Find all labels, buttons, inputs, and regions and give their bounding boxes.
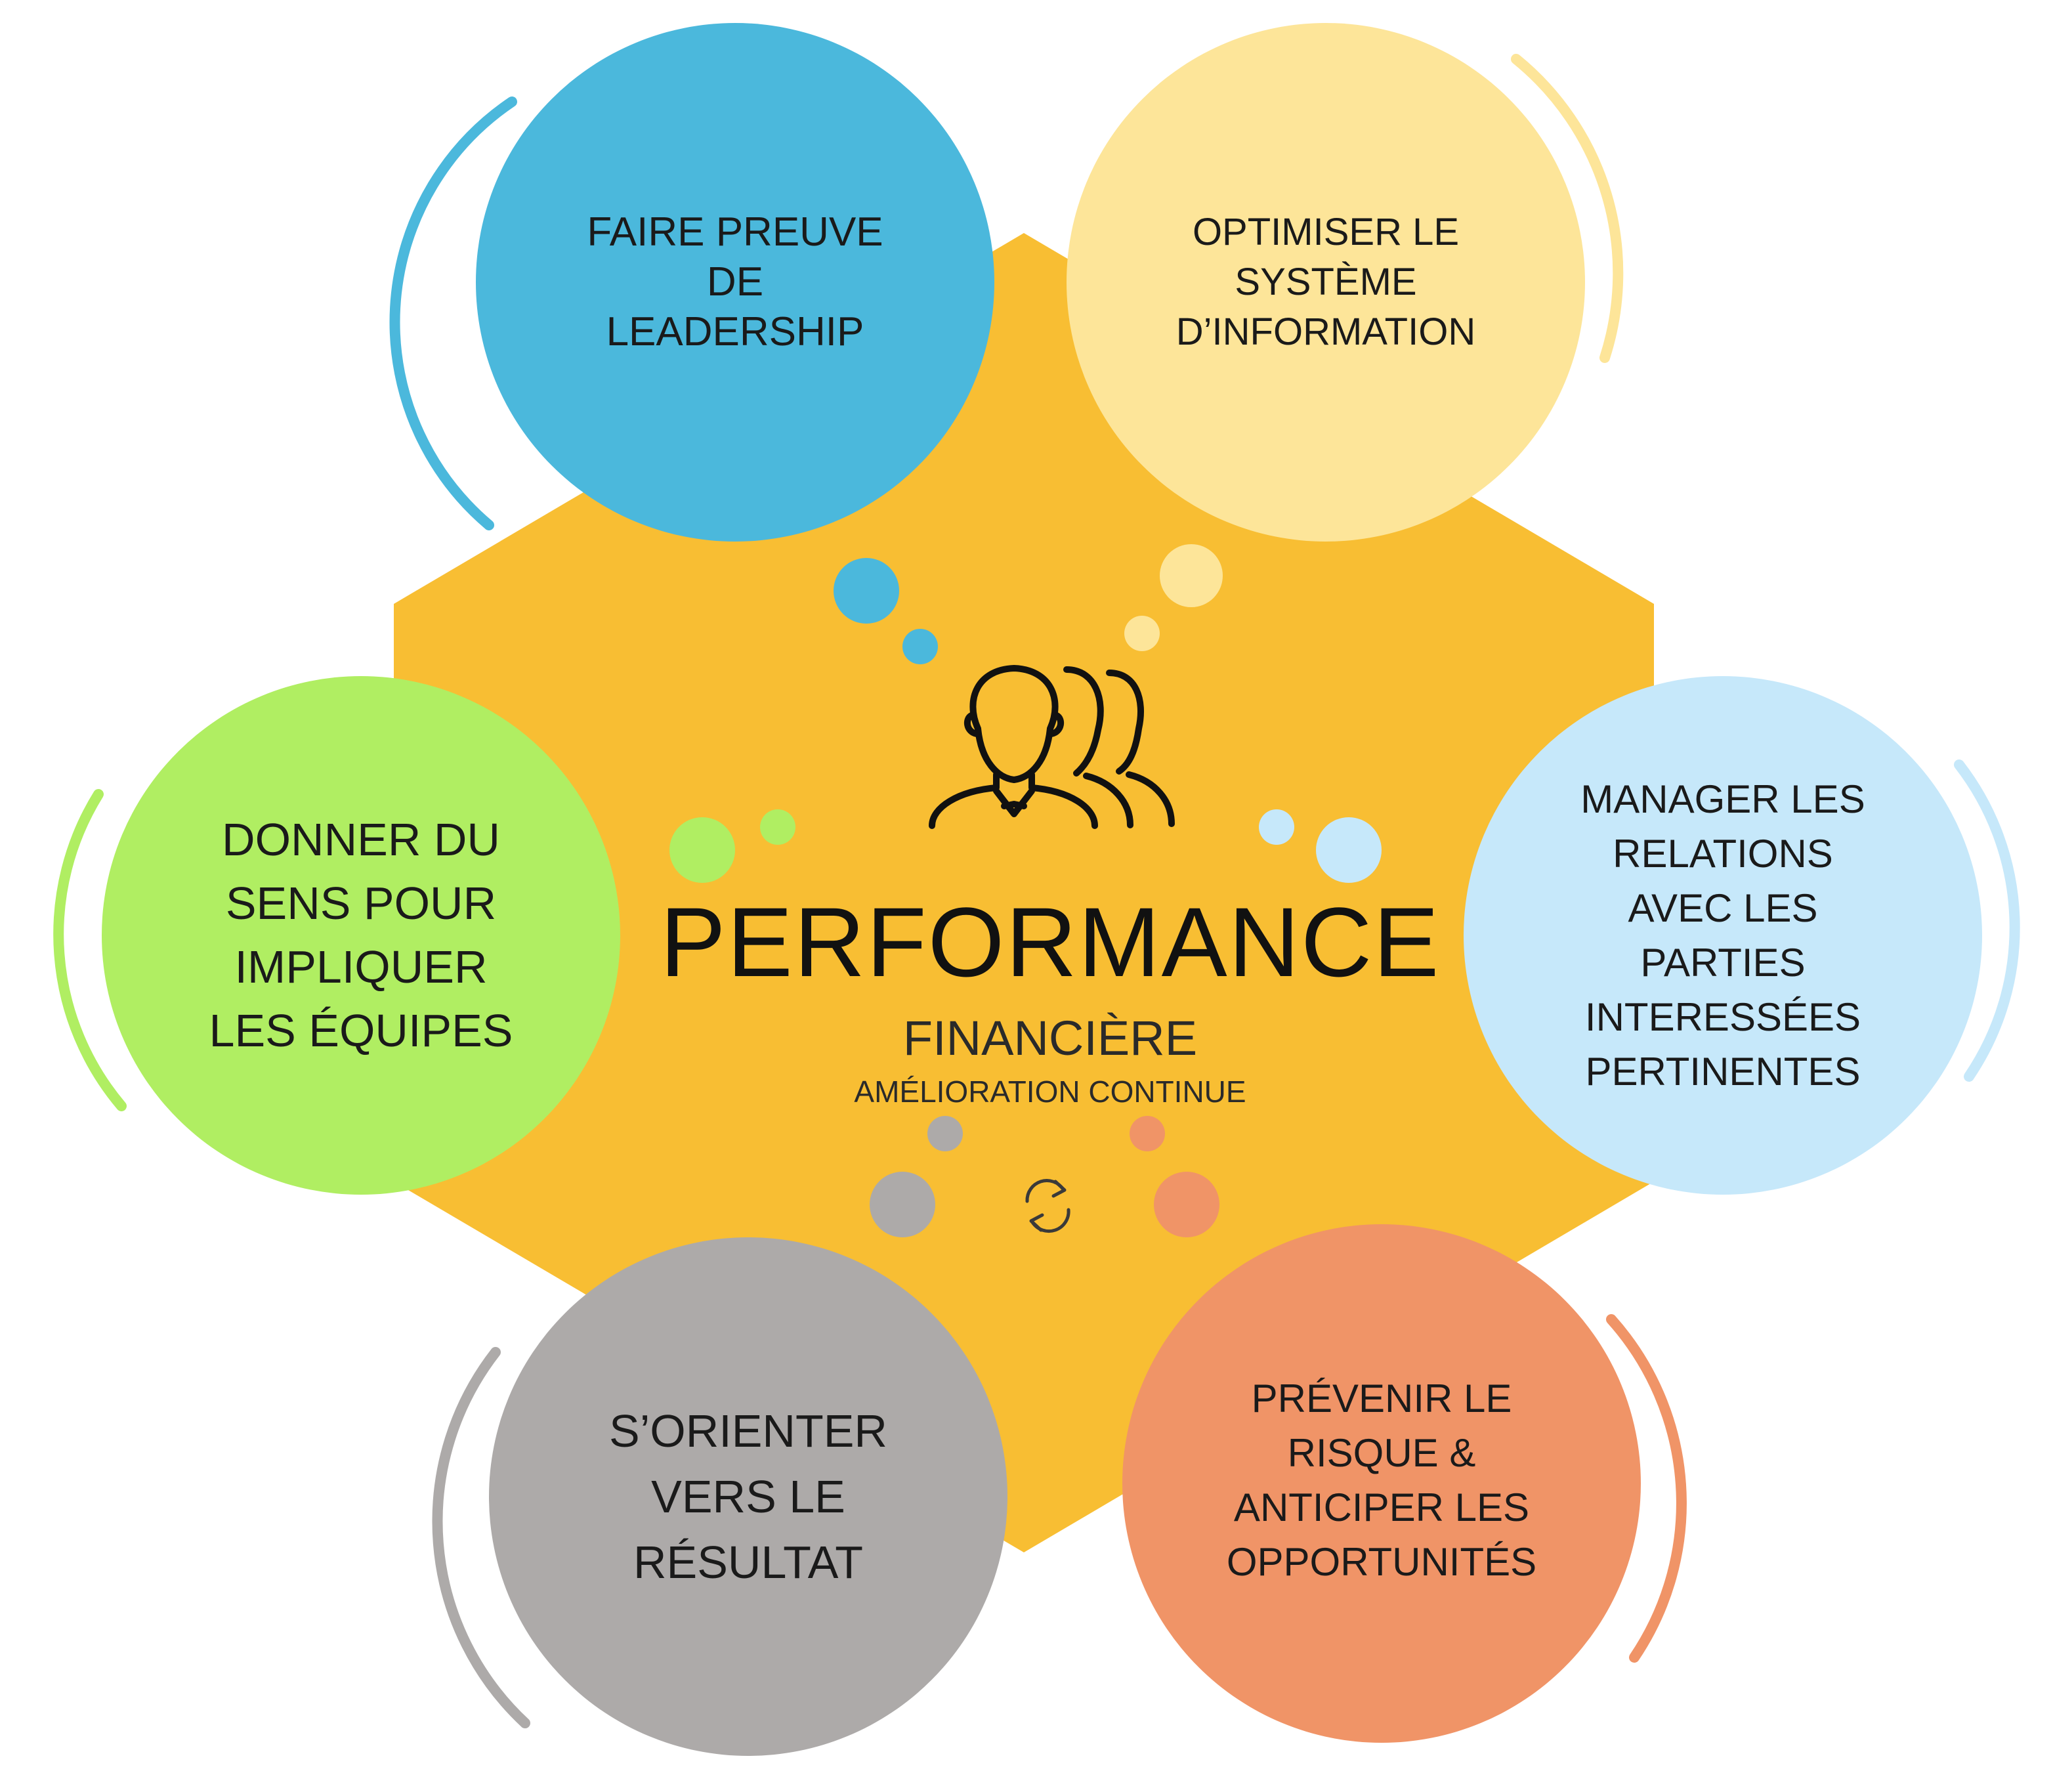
- stakeholders-label-line: AVEC LES: [1628, 886, 1818, 930]
- center-title: PERFORMANCE: [660, 887, 1441, 997]
- leadership-label-line: DE: [706, 259, 764, 305]
- information-system-label-line: D’INFORMATION: [1175, 310, 1476, 353]
- stakeholders-label: MANAGER LES RELATIONS AVEC LES PARTIES I…: [1529, 765, 1916, 1106]
- meaning-label-line: SENS POUR: [225, 878, 497, 929]
- leadership-label-line: LEADERSHIP: [606, 309, 864, 354]
- stakeholders-accent-arc: [1954, 759, 2020, 1082]
- risk-bubble-dot: [1154, 1172, 1219, 1237]
- leadership-bubble-dot: [834, 558, 899, 624]
- stakeholders-bubble-dot: [1316, 817, 1382, 883]
- center-subtitle: FINANCIÈRE: [902, 1011, 1198, 1065]
- result-label-line: S’ORIENTER: [609, 1405, 887, 1457]
- center-hexagon: [394, 233, 1654, 1552]
- risk-label-line: RISQUE &: [1287, 1431, 1476, 1475]
- result-bubble-dot: [870, 1172, 935, 1237]
- leadership-label-line: FAIRE PREUVE: [587, 209, 883, 255]
- stakeholders-label-line: MANAGER LES: [1580, 777, 1865, 821]
- information-bubble-dot: [1160, 544, 1223, 607]
- meaning-label-line: LES ÉQUIPES: [209, 1005, 513, 1056]
- stakeholders-bubble-dot: [1259, 809, 1294, 845]
- meaning-label-line: IMPLIQUER: [234, 941, 488, 992]
- result-label: S’ORIENTER VERS LE RÉSULTAT: [564, 1392, 932, 1602]
- result-accent-arc: [432, 1347, 530, 1728]
- stakeholders-label-line: RELATIONS: [1613, 832, 1833, 876]
- center-caption: AMÉLIORATION CONTINUE: [854, 1075, 1246, 1109]
- information-system-circle: [1067, 23, 1585, 542]
- leadership-bubble-dot: [902, 629, 938, 664]
- information-system-label-line: OPTIMISER LE: [1192, 211, 1460, 253]
- result-circle: [489, 1237, 1007, 1756]
- meaning-label: DONNER DU SENS POUR IMPLIQUER LES ÉQUIPE…: [164, 801, 558, 1070]
- result-label-line: RÉSULTAT: [633, 1537, 864, 1588]
- leadership-circle: [476, 23, 994, 542]
- meaning-accent-arc: [53, 789, 127, 1111]
- information-bubble-dot: [1124, 616, 1160, 651]
- leadership-label: FAIRE PREUVE DE LEADERSHIP: [545, 184, 925, 381]
- refresh-cycle-icon: [1025, 1179, 1070, 1233]
- information-system-label-line: SYSTÈME: [1235, 261, 1417, 303]
- information-accent-arc: [1511, 54, 1624, 363]
- risk-circle: [1122, 1224, 1641, 1743]
- meaning-label-line: DONNER DU: [222, 814, 500, 865]
- stakeholders-circle: [1464, 676, 1982, 1195]
- risk-accent-arc: [1606, 1314, 1687, 1663]
- risk-label-line: ANTICIPER LES: [1233, 1485, 1530, 1529]
- risk-bubble-dot: [1130, 1116, 1165, 1151]
- result-label-line: VERS LE: [651, 1471, 845, 1522]
- result-bubble-dot: [927, 1116, 963, 1151]
- meaning-circle: [102, 676, 620, 1195]
- information-system-label: OPTIMISER LE SYSTÈME D’INFORMATION: [1129, 184, 1523, 381]
- risk-label: PRÉVENIR LE RISQUE & ANTICIPER LES OPPOR…: [1181, 1365, 1582, 1595]
- risk-label-line: PRÉVENIR LE: [1251, 1376, 1512, 1420]
- meaning-bubble-dot: [669, 817, 735, 883]
- risk-label-line: OPPORTUNITÉS: [1226, 1540, 1537, 1584]
- team-people-icon: [929, 665, 1175, 829]
- meaning-bubble-dot: [760, 809, 795, 845]
- stakeholders-label-line: INTERESSÉES: [1584, 995, 1861, 1039]
- stakeholders-label-line: PERTINENTES: [1585, 1050, 1861, 1094]
- stakeholders-label-line: PARTIES: [1640, 941, 1806, 985]
- leadership-accent-arc: [389, 96, 517, 530]
